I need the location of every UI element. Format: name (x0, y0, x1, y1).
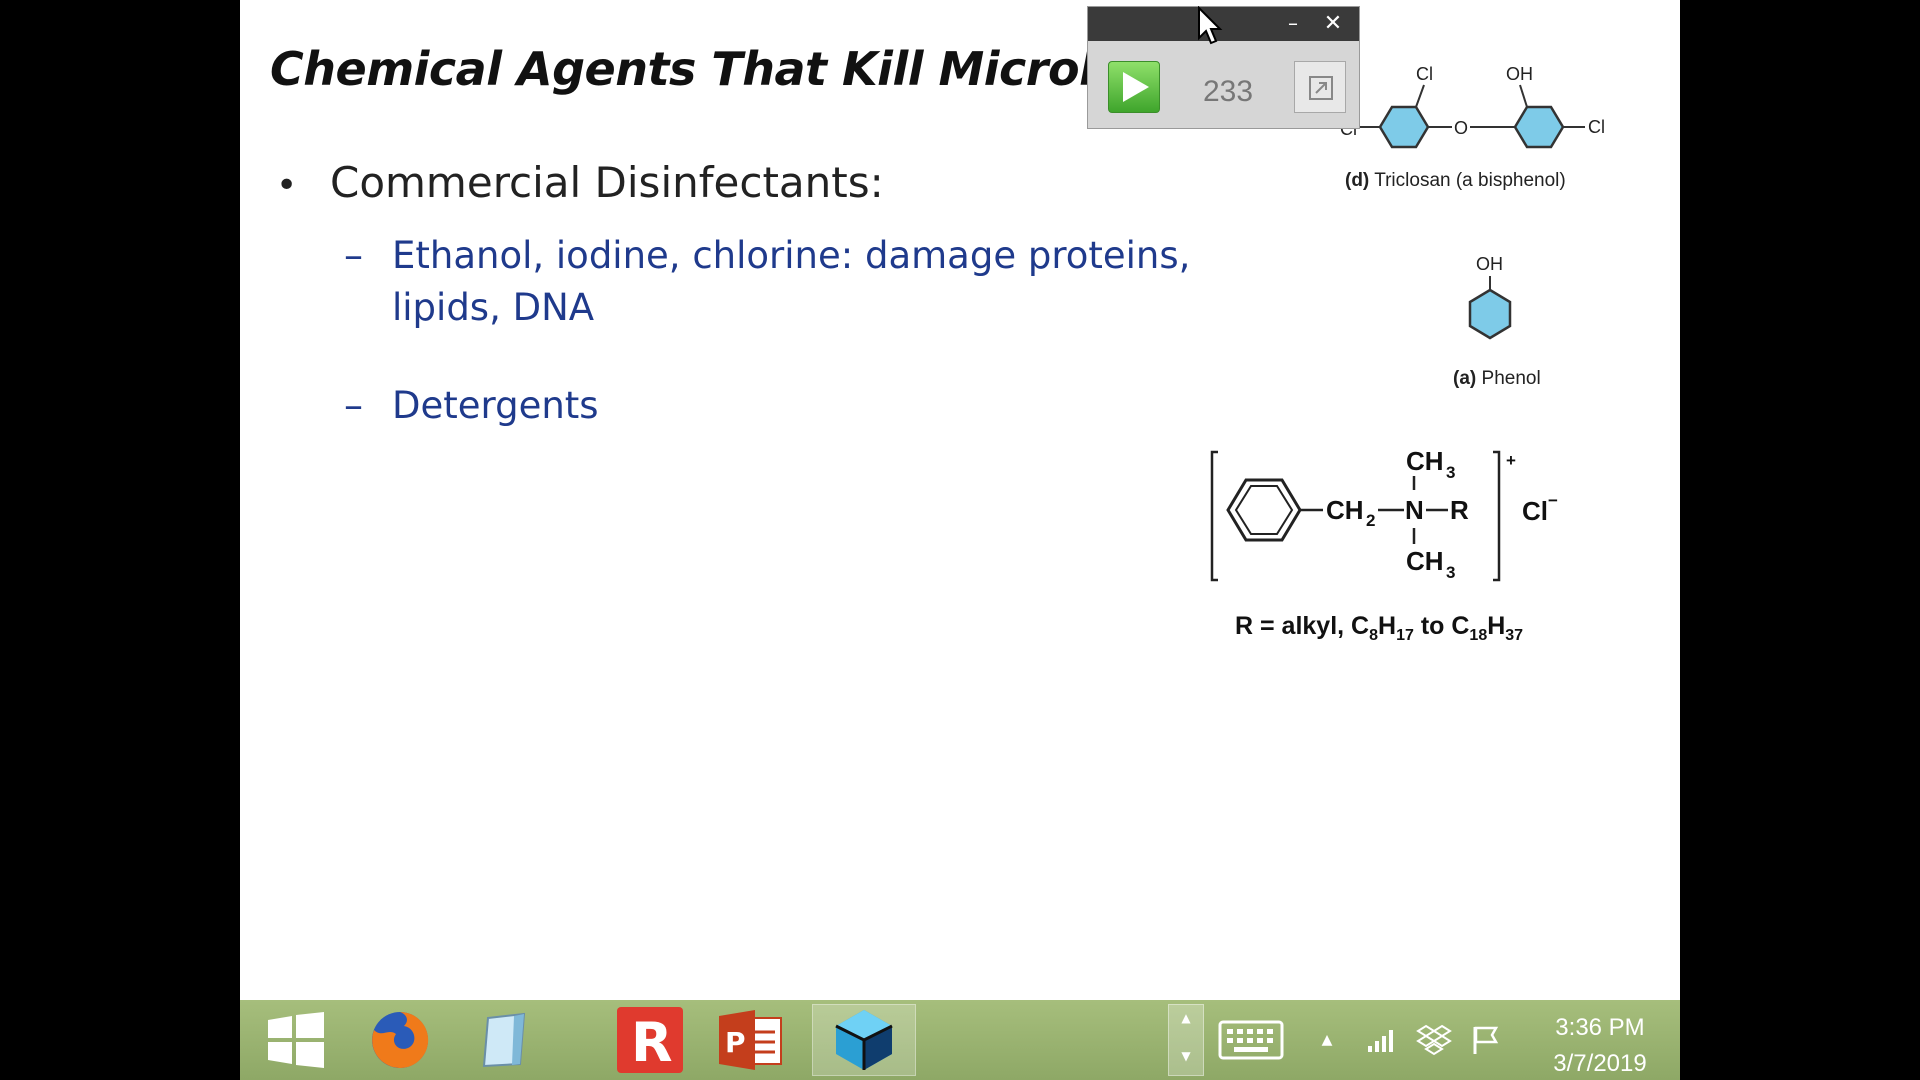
bullet-item: • Commercial Disinfectants: (276, 158, 884, 207)
triclosan-cl-top: Cl (1416, 64, 1433, 84)
show-hidden-icons-button[interactable]: ▲ (1321, 1032, 1333, 1048)
slide-title: Chemical Agents That Kill Microbe (270, 42, 1143, 96)
mouse-cursor-icon (1198, 6, 1223, 45)
system-clock[interactable]: 3:36 PM 3/7/2019 (1540, 1010, 1660, 1080)
start-button[interactable] (244, 1004, 348, 1076)
play-icon (1123, 72, 1149, 102)
quat-r-group: R (1450, 495, 1469, 525)
triclosan-caption-letter: (d) (1345, 170, 1370, 191)
triclosan-cl-right: Cl (1588, 117, 1605, 137)
quat-ch2: CH (1326, 495, 1364, 525)
firefox-icon (372, 1011, 429, 1068)
quat-nitrogen: N (1405, 495, 1424, 525)
phenol-caption-letter: (a) (1453, 368, 1477, 389)
alkyl-formula: R = alkyl, C8H17 to C18H37 (1235, 612, 1524, 644)
subitem-dash: – (344, 233, 363, 277)
quat-charge-plus: + (1506, 451, 1516, 470)
quat-ch3-bottom-subscript: 3 (1446, 563, 1455, 582)
taskbar-r-app[interactable]: R (598, 1004, 702, 1076)
network-signal-icon (1368, 1030, 1393, 1052)
player-restore-button[interactable] (1294, 61, 1346, 113)
keyboard-icon (1218, 1020, 1284, 1060)
player-close-button[interactable]: ✕ (1323, 11, 1343, 36)
bullet-text: Commercial Disinfectants: (330, 158, 884, 207)
taskbar-powerpoint[interactable]: P (698, 1004, 802, 1076)
play-button[interactable] (1108, 61, 1160, 113)
dropbox-button[interactable] (1412, 1018, 1456, 1062)
recorder-app-icon (835, 1010, 893, 1070)
flag-icon (1473, 1026, 1499, 1054)
quat-chloride: Cl (1522, 496, 1548, 526)
subitem-text: Detergents (392, 384, 599, 427)
phenol-structure: OH (1468, 254, 1512, 340)
windows-taskbar: R P ▲ ▼ (240, 1000, 1680, 1080)
taskbar-firefox[interactable] (348, 1004, 452, 1076)
svg-text:R: R (631, 1011, 673, 1074)
taskbar-scroll-down[interactable]: ▼ (1181, 1049, 1191, 1063)
powerpoint-icon: P (719, 1010, 782, 1070)
taskbar-scroll[interactable]: ▲ ▼ (1168, 1004, 1204, 1076)
clock-date: 3/7/2019 (1553, 1050, 1647, 1077)
left-letterbox (0, 0, 240, 1080)
phenol-caption: (a) Phenol (1453, 368, 1541, 390)
quat-ch3-top-subscript: 3 (1446, 463, 1455, 482)
action-center-button[interactable] (1464, 1018, 1508, 1062)
quat-ch2-subscript: 2 (1366, 511, 1375, 530)
quaternary-ammonium-structure: CH 2 N R CH 3 CH 3 + Cl − (1210, 446, 1558, 582)
triclosan-structure: Cl OH Cl O Cl (1340, 64, 1605, 149)
quat-ch3-bottom: CH (1406, 546, 1444, 576)
player-counter: 233 (1202, 75, 1254, 108)
triclosan-caption-text: Triclosan (a bisphenol) (1374, 170, 1566, 191)
triclosan-o-bridge: O (1454, 118, 1468, 138)
windows-start-icon (268, 1012, 324, 1068)
right-letterbox (1680, 0, 1920, 1080)
phenol-oh: OH (1476, 254, 1503, 274)
dropbox-icon (1416, 1024, 1452, 1056)
network-button[interactable] (1360, 1018, 1404, 1062)
clock-time: 3:36 PM (1555, 1014, 1645, 1041)
triclosan-oh: OH (1506, 64, 1533, 84)
bullet-symbol: • (276, 165, 298, 206)
restore-icon (1309, 76, 1333, 100)
presentation-slide: Chemical Agents That Kill Microbe • Comm… (240, 0, 1680, 1000)
quat-ch3-top: CH (1406, 446, 1444, 476)
notepad-icon (482, 1012, 526, 1068)
taskbar-notepad[interactable] (452, 1004, 556, 1076)
phenol-caption-text: Phenol (1481, 368, 1541, 389)
player-titlebar[interactable] (1088, 7, 1359, 41)
subitem-text: Ethanol, iodine, chlorine: damage protei… (392, 234, 1191, 329)
touch-keyboard-button[interactable] (1216, 1018, 1286, 1062)
subitem: – Detergents (344, 380, 1212, 432)
triclosan-caption: (d) Triclosan (a bisphenol) (1345, 170, 1566, 192)
recorder-mini-player[interactable]: – ✕ 233 (1087, 6, 1360, 129)
subitem-dash: – (344, 383, 363, 427)
player-minimize-button[interactable]: – (1288, 11, 1298, 35)
quat-chloride-minus: − (1548, 491, 1558, 510)
taskbar-recorder[interactable] (812, 1004, 916, 1076)
svg-text:P: P (725, 1026, 746, 1059)
r-app-icon: R (617, 1007, 683, 1074)
taskbar-scroll-up[interactable]: ▲ (1181, 1011, 1191, 1025)
subitem: – Ethanol, iodine, chlorine: damage prot… (344, 230, 1212, 334)
